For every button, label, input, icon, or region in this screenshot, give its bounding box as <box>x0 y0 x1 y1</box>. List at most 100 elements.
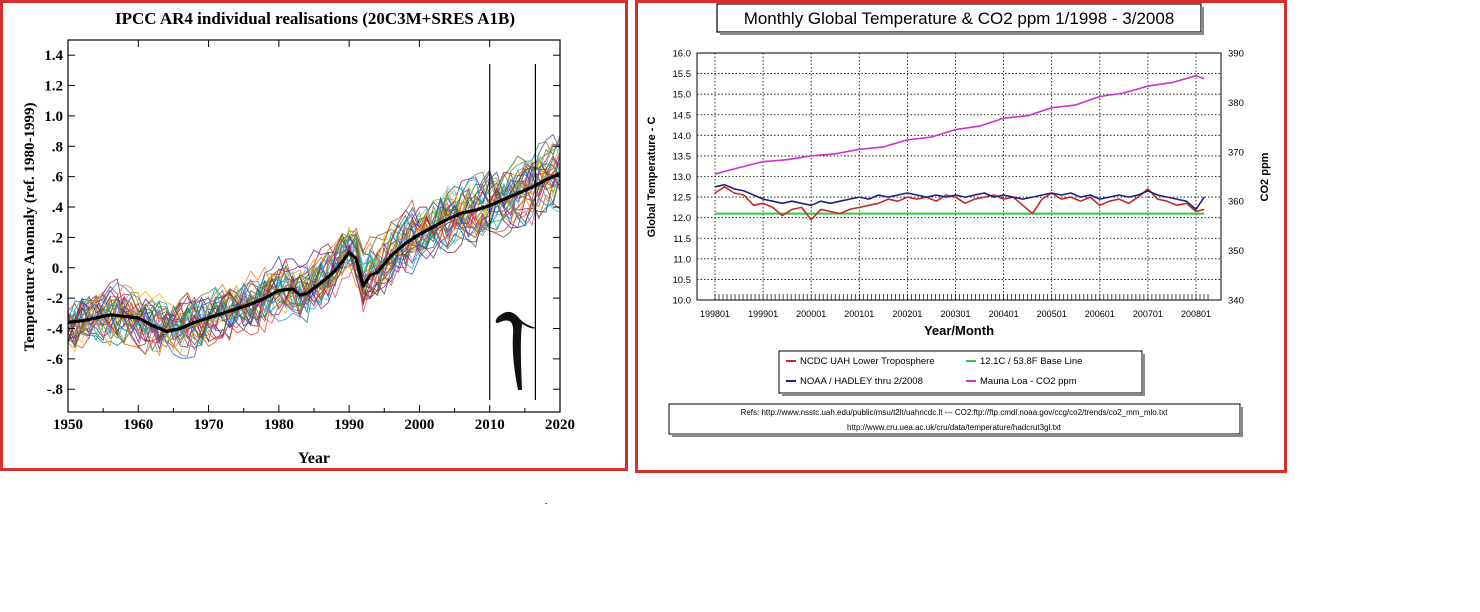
left-realisation-line <box>68 155 560 340</box>
legend-shadow-bottom <box>782 393 1145 396</box>
left-realisation-line <box>68 155 560 342</box>
left-realisation-lines <box>68 133 560 359</box>
left-x-tick-label: 2010 <box>475 417 505 433</box>
left-y-tick-label: 1.2 <box>44 79 63 95</box>
right-chart-panel: Monthly Global Temperature & CO2 ppm 1/1… <box>635 0 1287 473</box>
right-left-y-tick-label: 14.5 <box>673 110 692 121</box>
right-right-y-tick-label: 340 <box>1228 296 1244 307</box>
left-y-tick-label: .6 <box>52 170 64 186</box>
left-y-tick-label: .4 <box>52 200 64 216</box>
left-realisation-line <box>68 185 560 349</box>
right-left-y-axis-label: Global Temperature - C <box>646 117 658 238</box>
right-x-tick-label: 200101 <box>844 309 874 319</box>
right-left-y-tick-label: 11.0 <box>673 254 691 265</box>
left-realisation-line <box>68 159 560 344</box>
hand-drawn-arrow-icon <box>495 311 536 390</box>
left-realisation-line <box>68 171 560 340</box>
right-chart-title: Monthly Global Temperature & CO2 ppm 1/1… <box>744 9 1175 28</box>
left-y-tick-label: -.4 <box>47 321 64 337</box>
right-right-y-tick-label: 380 <box>1228 98 1244 109</box>
left-realisation-line <box>68 174 560 359</box>
right-title-box <box>716 3 1202 33</box>
right-x-axis-label: Year/Month <box>924 323 994 338</box>
right-panel-border <box>635 0 1287 473</box>
right-left-y-tick-label: 12.0 <box>673 213 692 224</box>
left-x-tick-label: 2000 <box>404 417 434 433</box>
right-x-tick-label: 200401 <box>989 309 1019 319</box>
right-right-y-tick-label: 350 <box>1228 246 1244 257</box>
refs-shadow <box>1240 407 1243 437</box>
stray-dot <box>545 503 547 504</box>
right-left-y-tick-label: 15.0 <box>673 90 692 101</box>
right-left-y-tick-label: 12.5 <box>673 193 692 204</box>
left-ensemble-mean <box>68 172 560 334</box>
right-x-tick-label: 200601 <box>1085 309 1115 319</box>
left-realisation-line <box>68 156 560 350</box>
left-y-tick-label: 1.4 <box>44 48 63 64</box>
left-y-axis-label: Temperature Anomaly (ref. 1980-1999) <box>22 103 38 352</box>
left-chart-panel: IPCC AR4 individual realisations (20C3M+… <box>0 0 628 471</box>
left-y-tick-label: -.6 <box>47 352 64 368</box>
left-x-tick-label: 1970 <box>194 417 224 433</box>
right-right-y-ticks: 340 350 360 370 380 390 <box>1228 49 1244 307</box>
right-x-tick-label: 200301 <box>940 309 970 319</box>
left-x-tick-label: 1990 <box>334 417 364 433</box>
left-x-tick-label: 1950 <box>53 417 83 433</box>
right-title-shadow-bottom <box>720 32 1204 35</box>
refs-frame <box>668 403 1241 435</box>
refs-line-2: http://www.cru.uea.ac.uk/cru/data/temper… <box>847 423 1062 432</box>
left-realisation-line <box>68 167 560 340</box>
right-left-y-tick-label: 16.0 <box>673 49 692 60</box>
right-left-y-tick-label: 15.5 <box>673 69 692 80</box>
left-x-axis-label: Year <box>298 450 330 467</box>
right-x-tick-label: 200501 <box>1037 309 1067 319</box>
left-y-tick-label: .2 <box>52 230 63 246</box>
left-x-tick-label: 1980 <box>264 417 294 433</box>
right-x-ticks: 199801 199901 200001 200101 200201 200301 2004… <box>700 294 1211 319</box>
left-y-tick-label: .8 <box>52 139 63 155</box>
legend-box <box>778 350 1143 394</box>
legend-label: Mauna Loa - CO2 ppm <box>980 376 1077 387</box>
refs-line-1: Refs: http://www.nsstc.uah.edu/public/ms… <box>741 408 1169 417</box>
legend-label: NCDC UAH Lower Troposphere <box>800 356 935 367</box>
right-title-shadow <box>1201 7 1204 35</box>
right-x-tick-label: 200001 <box>796 309 826 319</box>
left-ensemble-mean-line <box>68 172 560 334</box>
right-series-line-3 <box>714 74 1205 175</box>
legend-label: 12.1C / 53.8F Base Line <box>980 356 1082 367</box>
right-x-tick-label: 200201 <box>892 309 922 319</box>
left-y-tick-label: 0. <box>52 261 64 277</box>
left-panel-border <box>0 0 628 471</box>
right-right-y-axis-label: CO2 ppm <box>1259 152 1271 201</box>
right-left-y-tick-label: 11.5 <box>673 234 691 245</box>
right-x-tick-label: 200801 <box>1181 309 1211 319</box>
legend-shadow <box>1142 354 1145 396</box>
right-x-tick-label: 199801 <box>700 309 730 319</box>
right-grid <box>697 52 1221 301</box>
left-y-ticks: 1.4 1.2 1.0 .8 .6 .4 .2 0. -.2 -.4 -.6 -.8 <box>44 48 560 398</box>
right-right-y-tick-label: 360 <box>1228 197 1244 208</box>
right-left-y-tick-label: 10.5 <box>673 275 692 286</box>
right-left-y-tick-label: 10.0 <box>673 296 692 307</box>
legend-label: NOAA / HADLEY thru 2/2008 <box>800 376 923 387</box>
refs-box: Refs: http://www.nsstc.uah.edu/public/ms… <box>668 403 1243 437</box>
left-y-tick-label: 1.0 <box>44 109 63 125</box>
left-y-tick-label: -.8 <box>47 382 63 398</box>
right-x-tick-label: 199901 <box>748 309 778 319</box>
left-x-tick-label: 1960 <box>123 417 153 433</box>
refs-shadow-bottom <box>672 434 1243 437</box>
left-chart-title: IPCC AR4 individual realisations (20C3M+… <box>115 9 515 28</box>
right-series-lines <box>714 74 1205 221</box>
right-series-line-1 <box>714 183 1205 211</box>
right-right-y-tick-label: 370 <box>1228 147 1244 158</box>
left-y-tick-label: -.2 <box>47 291 63 307</box>
left-x-ticks: 1950 1960 1970 1980 1990 2000 2010 2020 <box>53 40 575 433</box>
left-x-tick-label: 2020 <box>545 417 575 433</box>
right-series-line-0 <box>714 186 1205 221</box>
right-left-y-tick-label: 13.0 <box>673 172 692 183</box>
right-legend: NCDC UAH Lower Troposphere 12.1C / 53.8F … <box>778 350 1145 396</box>
right-right-y-tick-label: 390 <box>1228 49 1244 60</box>
right-plot-frame <box>696 52 1222 301</box>
right-left-y-tick-label: 13.5 <box>673 151 692 162</box>
